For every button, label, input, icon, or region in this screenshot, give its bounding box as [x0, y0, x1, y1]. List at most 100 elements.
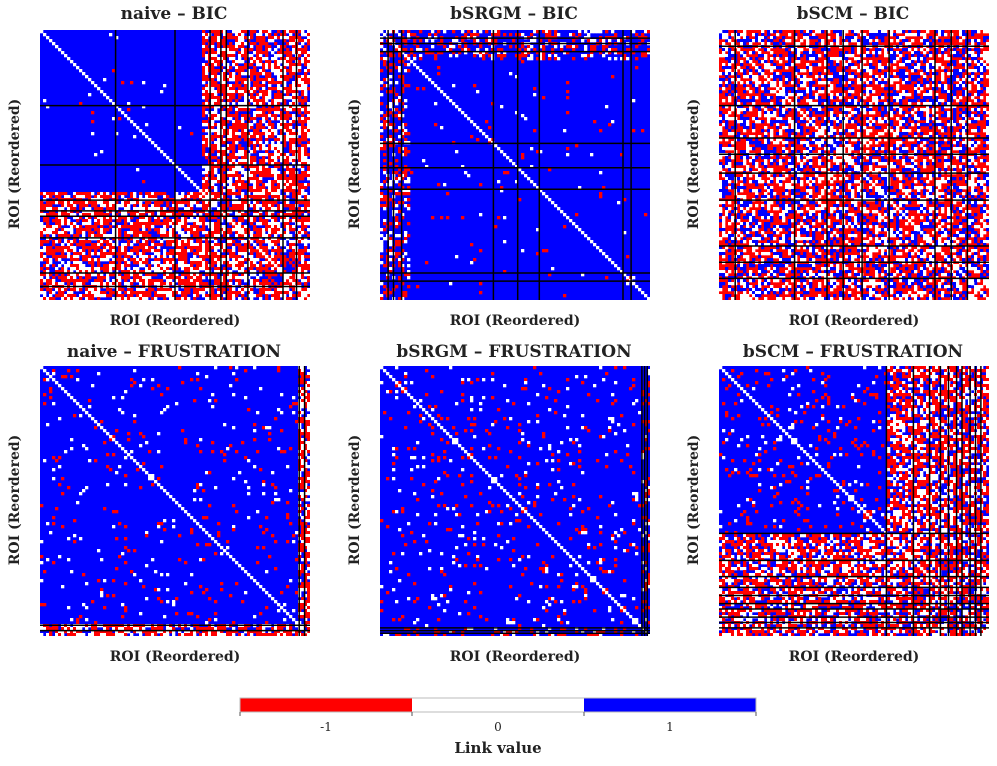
- heatmap-cell: [617, 39, 621, 43]
- heatmap-cell: [46, 234, 50, 238]
- heatmap-cell: [307, 264, 310, 268]
- heatmap-cell: [307, 291, 310, 295]
- heatmap-cell: [244, 84, 248, 88]
- heatmap-cell: [298, 258, 302, 262]
- heatmap-cell: [491, 57, 495, 61]
- heatmap-cell: [115, 276, 119, 280]
- heatmap-cell: [280, 138, 284, 142]
- heatmap-cell: [250, 45, 254, 49]
- heatmap-cell: [70, 273, 74, 277]
- heatmap-cell: [277, 291, 281, 295]
- heatmap-cell: [139, 291, 143, 295]
- heatmap-cell: [389, 63, 393, 67]
- heatmap-cell: [307, 162, 310, 166]
- heatmap-cell: [268, 96, 272, 100]
- heatmap-cell: [124, 201, 128, 205]
- heatmap-diagonal-cell: [88, 78, 92, 82]
- heatmap-cell: [280, 99, 284, 103]
- heatmap-cell: [202, 120, 206, 124]
- heatmap-cell: [301, 129, 305, 133]
- heatmap-cell: [76, 273, 80, 277]
- heatmap-cell: [46, 192, 50, 196]
- heatmap-cell: [404, 294, 408, 298]
- heatmap-cell: [124, 270, 128, 274]
- heatmap-cell: [130, 81, 134, 85]
- heatmap-cell: [64, 279, 68, 283]
- heatmap-cell: [229, 147, 233, 151]
- heatmap-cell: [277, 84, 281, 88]
- heatmap-cell: [274, 42, 278, 46]
- heatmap-cell: [160, 240, 164, 244]
- heatmap-cell: [103, 234, 107, 238]
- heatmap-cell: [271, 294, 275, 298]
- heatmap-cell: [100, 279, 104, 283]
- heatmap-cell: [49, 282, 53, 286]
- heatmap-cell: [256, 132, 260, 136]
- heatmap-cell: [238, 288, 242, 292]
- heatmap-cell: [118, 228, 122, 232]
- heatmap-cell: [121, 297, 125, 300]
- heatmap-cell: [524, 48, 528, 52]
- heatmap-cell: [154, 270, 158, 274]
- heatmap-cell: [238, 42, 242, 46]
- heatmap-cell: [244, 105, 248, 109]
- heatmap-cell: [283, 117, 287, 121]
- heatmap-cell: [244, 201, 248, 205]
- heatmap-cell: [49, 279, 53, 283]
- heatmap-cell: [211, 45, 215, 49]
- heatmap-cell: [283, 75, 287, 79]
- heatmap-cell: [196, 279, 200, 283]
- heatmap-cell: [274, 258, 278, 262]
- heatmap-cell: [265, 282, 269, 286]
- heatmap-cell: [265, 33, 269, 37]
- heatmap-cell: [292, 189, 296, 193]
- heatmap-cell: [298, 249, 302, 253]
- heatmap-cell: [127, 252, 131, 256]
- heatmap-cell: [187, 243, 191, 247]
- heatmap-cell: [307, 219, 310, 223]
- heatmap-cell: [298, 120, 302, 124]
- heatmap-cell: [446, 192, 450, 196]
- heatmap-cell: [79, 270, 83, 274]
- heatmap-cell: [211, 138, 215, 142]
- heatmap-cell: [304, 72, 308, 76]
- heatmap-cell: [112, 282, 116, 286]
- heatmap-cell: [256, 222, 260, 226]
- heatmap-cell: [145, 216, 149, 220]
- heatmap-cell: [160, 228, 164, 232]
- heatmap-cell: [286, 30, 290, 34]
- heatmap-cell: [106, 276, 110, 280]
- heatmap-cell: [304, 84, 308, 88]
- heatmap-cell: [283, 141, 287, 145]
- heatmap-cell: [292, 219, 296, 223]
- heatmap-cell: [304, 195, 308, 199]
- heatmap-cell: [289, 147, 293, 151]
- heatmap-cell: [211, 228, 215, 232]
- heatmap-cell: [253, 42, 257, 46]
- heatmap-cell: [235, 222, 239, 226]
- heatmap-cell: [404, 240, 408, 244]
- heatmap-cell: [298, 207, 302, 211]
- heatmap-diagonal-cell: [244, 234, 248, 238]
- heatmap-cell: [46, 204, 50, 208]
- heatmap-cell: [437, 51, 441, 55]
- heatmap-diagonal-cell: [380, 30, 384, 34]
- heatmap-cell: [136, 258, 140, 262]
- heatmap-cell: [244, 273, 248, 277]
- heatmap-cell: [256, 147, 260, 151]
- heatmap-cell: [235, 153, 239, 157]
- heatmap-cell: [253, 183, 257, 187]
- heatmap-cell: [301, 105, 305, 109]
- heatmap-cell: [383, 291, 387, 295]
- heatmap-cell: [244, 108, 248, 112]
- heatmap-cell: [719, 156, 723, 160]
- heatmap-cell: [265, 189, 269, 193]
- heatmap-cell: [211, 39, 215, 43]
- heatmap-cell: [178, 246, 182, 250]
- heatmap-cell: [124, 213, 128, 217]
- heatmap-cell: [94, 273, 98, 277]
- heatmap-cell: [380, 111, 384, 115]
- heatmap-cell: [464, 48, 468, 52]
- heatmap-cell: [389, 123, 393, 127]
- heatmap-cell: [124, 243, 128, 247]
